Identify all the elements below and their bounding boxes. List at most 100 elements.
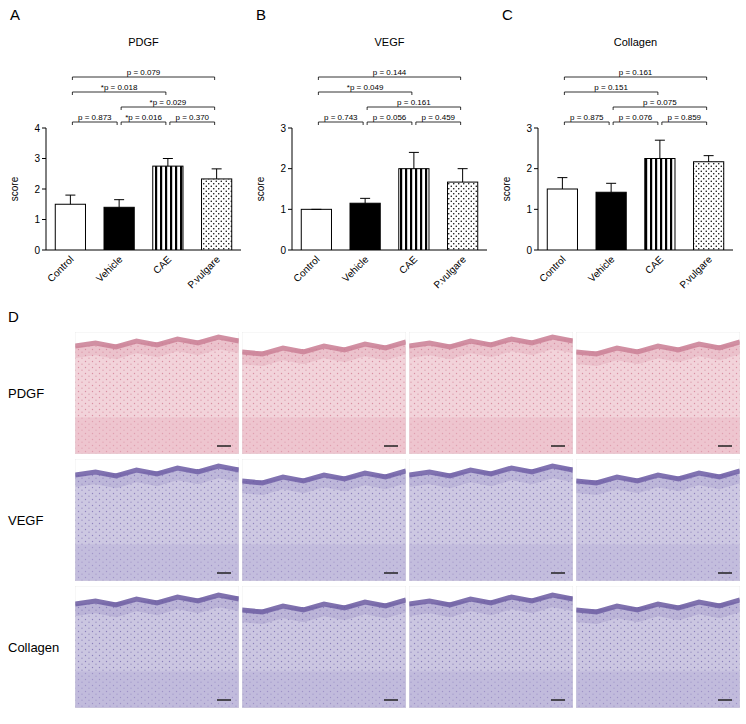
y-tick-label: 3 bbox=[526, 123, 532, 134]
y-tick-label: 0 bbox=[526, 245, 532, 256]
epidermis-basal bbox=[75, 602, 239, 612]
error-bar bbox=[163, 159, 173, 167]
significance-bracket bbox=[662, 122, 707, 125]
p-value-label: *p = 0.029 bbox=[150, 98, 187, 107]
y-tick bbox=[534, 209, 538, 210]
histology-image bbox=[409, 459, 573, 581]
x-tick-label: P.vulgare bbox=[431, 253, 468, 290]
error-stem bbox=[708, 156, 709, 162]
deep-dermis bbox=[242, 671, 406, 708]
bar bbox=[301, 209, 331, 250]
significance-bracket bbox=[121, 122, 166, 125]
significance-bracket bbox=[613, 107, 707, 110]
histology-image bbox=[242, 586, 406, 708]
x-tick-label: Vehicle bbox=[340, 253, 371, 284]
bars bbox=[55, 159, 231, 251]
image-frame bbox=[242, 459, 406, 581]
significance-bracket bbox=[121, 107, 215, 110]
deep-dermis bbox=[576, 544, 740, 581]
significance-bracket bbox=[72, 77, 214, 80]
y-tick-label: 3 bbox=[34, 153, 40, 164]
error-bar bbox=[409, 152, 419, 168]
error-bar bbox=[606, 183, 616, 192]
p-value-label: p = 0.873 bbox=[78, 113, 112, 122]
significance-bracket bbox=[170, 122, 215, 125]
y-tick bbox=[288, 168, 292, 169]
deep-dermis bbox=[409, 544, 573, 581]
row-label: VEGF bbox=[8, 513, 43, 528]
y-tick bbox=[42, 219, 46, 220]
epidermis-basal bbox=[576, 349, 740, 361]
bars bbox=[547, 140, 723, 250]
y-axis-title: score bbox=[501, 176, 512, 201]
y-axis-title: score bbox=[255, 176, 266, 201]
y-tick bbox=[288, 250, 292, 251]
error-cap bbox=[311, 209, 321, 210]
significance-bracket bbox=[318, 92, 412, 95]
scale-bar bbox=[384, 445, 398, 447]
significance-bracket bbox=[564, 77, 706, 80]
panel: CCollagen0123scoreControlVehicleCAEP.vul… bbox=[501, 6, 733, 290]
p-value-label: p = 0.161 bbox=[619, 68, 653, 77]
dermis bbox=[75, 459, 239, 581]
image-frame bbox=[409, 332, 573, 454]
error-stem bbox=[216, 169, 217, 179]
significance-bracket bbox=[367, 107, 461, 110]
histology-image bbox=[242, 332, 406, 454]
y-tick-label: 1 bbox=[526, 204, 532, 215]
x-tick-label: Control bbox=[291, 254, 322, 285]
y-tick bbox=[42, 250, 46, 251]
panel-letter: D bbox=[8, 308, 19, 325]
bar bbox=[399, 169, 429, 250]
y-tick-label: 2 bbox=[526, 163, 532, 174]
dermis bbox=[409, 332, 573, 454]
row-label: PDGF bbox=[8, 386, 44, 401]
epidermis-basal bbox=[75, 344, 239, 354]
deep-dermis bbox=[576, 417, 740, 454]
error-stem bbox=[462, 169, 463, 182]
significance-bracket bbox=[72, 92, 166, 95]
significance-bracket bbox=[613, 122, 658, 125]
deep-dermis bbox=[75, 544, 239, 581]
p-value-label: p = 0.875 bbox=[570, 113, 604, 122]
histology-image bbox=[576, 586, 740, 708]
p-value-label: p = 0.370 bbox=[175, 113, 209, 122]
p-value-label: p = 0.743 bbox=[324, 113, 358, 122]
significance-bracket bbox=[318, 122, 363, 125]
y-axis-title: score bbox=[9, 176, 20, 201]
dermis bbox=[409, 586, 573, 708]
y-tick-label: 4 bbox=[34, 123, 40, 134]
image-frame bbox=[409, 586, 573, 708]
error-stem bbox=[659, 140, 660, 158]
dermis bbox=[242, 332, 406, 454]
bar bbox=[350, 203, 380, 250]
deep-dermis bbox=[409, 417, 573, 454]
scale-bar bbox=[551, 699, 565, 701]
epidermis-basal bbox=[242, 607, 406, 619]
image-frame bbox=[409, 459, 573, 581]
p-value-label: p = 0.076 bbox=[619, 113, 653, 122]
error-stem bbox=[365, 198, 366, 203]
dermis bbox=[242, 459, 406, 581]
error-cap bbox=[704, 155, 714, 156]
chart-title: Collagen bbox=[614, 36, 657, 48]
deep-dermis bbox=[75, 417, 239, 454]
error-cap bbox=[557, 177, 567, 178]
image-frame bbox=[576, 332, 740, 454]
error-bar bbox=[704, 156, 714, 162]
chart-title: VEGF bbox=[375, 36, 405, 48]
y-tick bbox=[42, 128, 46, 129]
histology-image bbox=[242, 459, 406, 581]
significance-bracket bbox=[318, 77, 460, 80]
histology-image bbox=[409, 332, 573, 454]
error-cap bbox=[655, 140, 665, 141]
dermis bbox=[75, 332, 239, 454]
image-frame bbox=[242, 586, 406, 708]
y-tick-label: 1 bbox=[280, 204, 286, 215]
scale-bar bbox=[718, 699, 732, 701]
y-tick-label: 0 bbox=[34, 245, 40, 256]
panel-letter: A bbox=[10, 6, 20, 23]
dermis bbox=[576, 332, 740, 454]
error-stem bbox=[119, 200, 120, 208]
significance-bracket bbox=[367, 122, 412, 125]
